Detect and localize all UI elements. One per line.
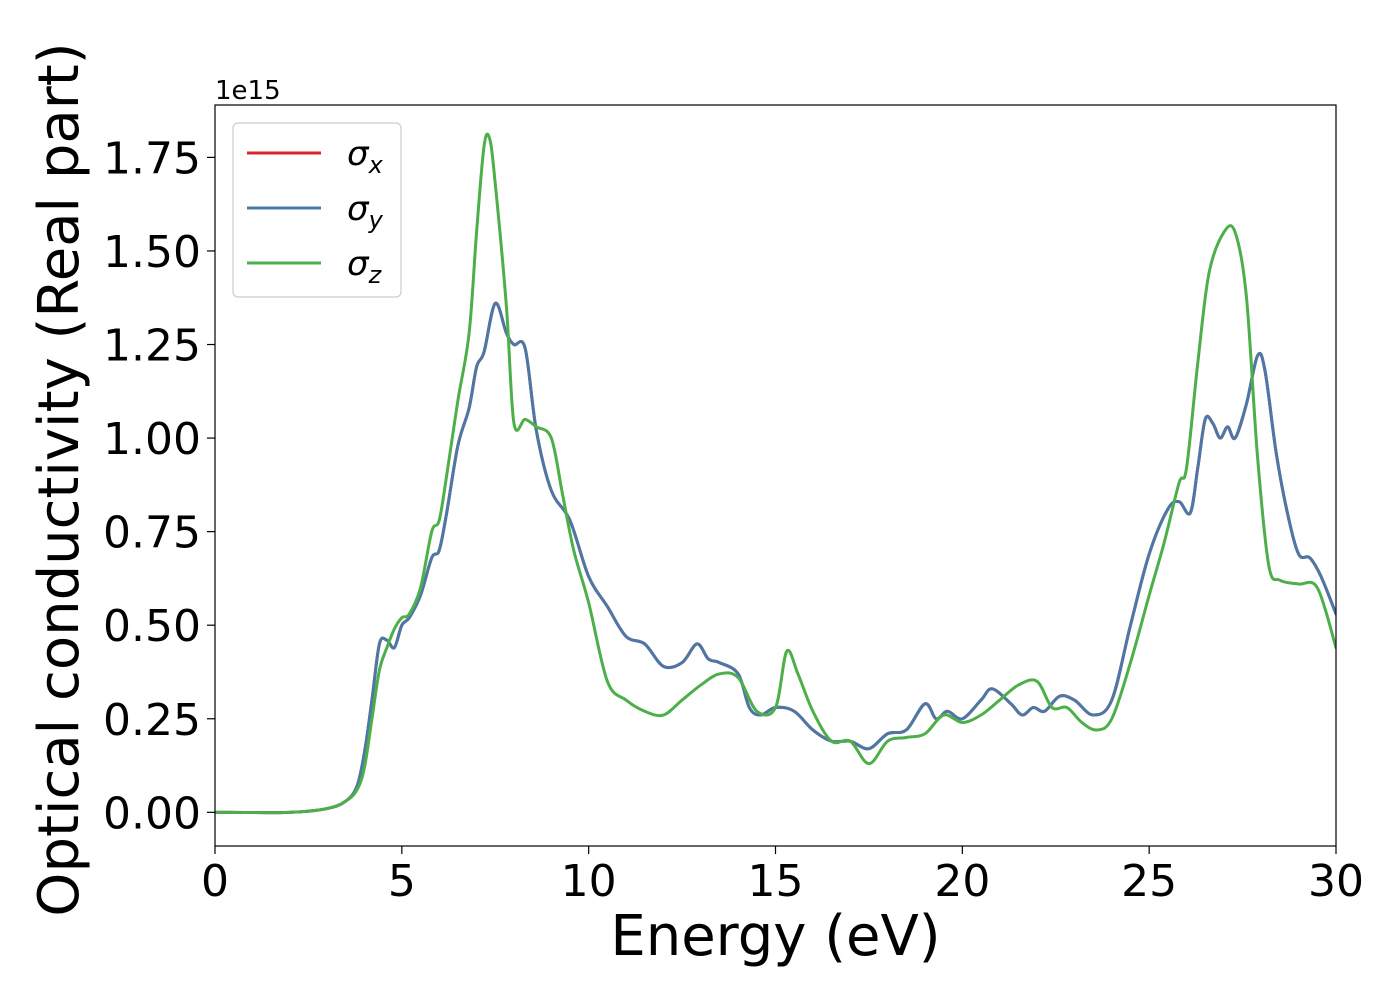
y-tick-label: 1.25 bbox=[103, 321, 201, 372]
x-tick-label: 20 bbox=[934, 856, 990, 907]
x-tick-label: 15 bbox=[748, 856, 804, 907]
x-tick-label: 5 bbox=[388, 856, 416, 907]
series-line-z bbox=[215, 132, 1336, 815]
legend: σx σy σz bbox=[232, 122, 402, 298]
y-tick-label: 1.50 bbox=[103, 227, 201, 278]
y-tick-label: 0.25 bbox=[103, 695, 201, 746]
legend-label-x: σx bbox=[347, 134, 384, 179]
x-tick-label: 30 bbox=[1308, 856, 1364, 907]
x-axis-title: Energy (eV) bbox=[610, 904, 940, 969]
x-tick-layer: 0 5 10 15 20 25 30 bbox=[201, 846, 1364, 907]
y-tick-label: 0.75 bbox=[103, 508, 201, 559]
legend-label-y: σy bbox=[347, 189, 384, 234]
y-tick-layer: 0.00 0.25 0.50 0.75 1.00 1.25 1.50 1.75 bbox=[103, 133, 215, 839]
series-layer bbox=[215, 132, 1336, 815]
x-tick-label: 0 bbox=[201, 856, 229, 907]
series-line-x bbox=[215, 301, 1336, 815]
y-tick-label: 0.50 bbox=[103, 601, 201, 652]
legend-items: σx σy σz bbox=[247, 134, 384, 289]
y-tick-label: 1.75 bbox=[103, 133, 201, 184]
y-axis-title: Optical conductivity (Real part) bbox=[27, 42, 92, 916]
y-tick-label: 0.00 bbox=[103, 788, 201, 839]
x-tick-label: 25 bbox=[1121, 856, 1177, 907]
series-line-y bbox=[215, 301, 1336, 815]
legend-label-z: σz bbox=[347, 244, 383, 289]
legend-box bbox=[232, 122, 402, 298]
y-offset-label: 1e15 bbox=[215, 76, 281, 106]
x-tick-label: 10 bbox=[561, 856, 617, 907]
y-tick-label: 1.00 bbox=[103, 414, 201, 465]
